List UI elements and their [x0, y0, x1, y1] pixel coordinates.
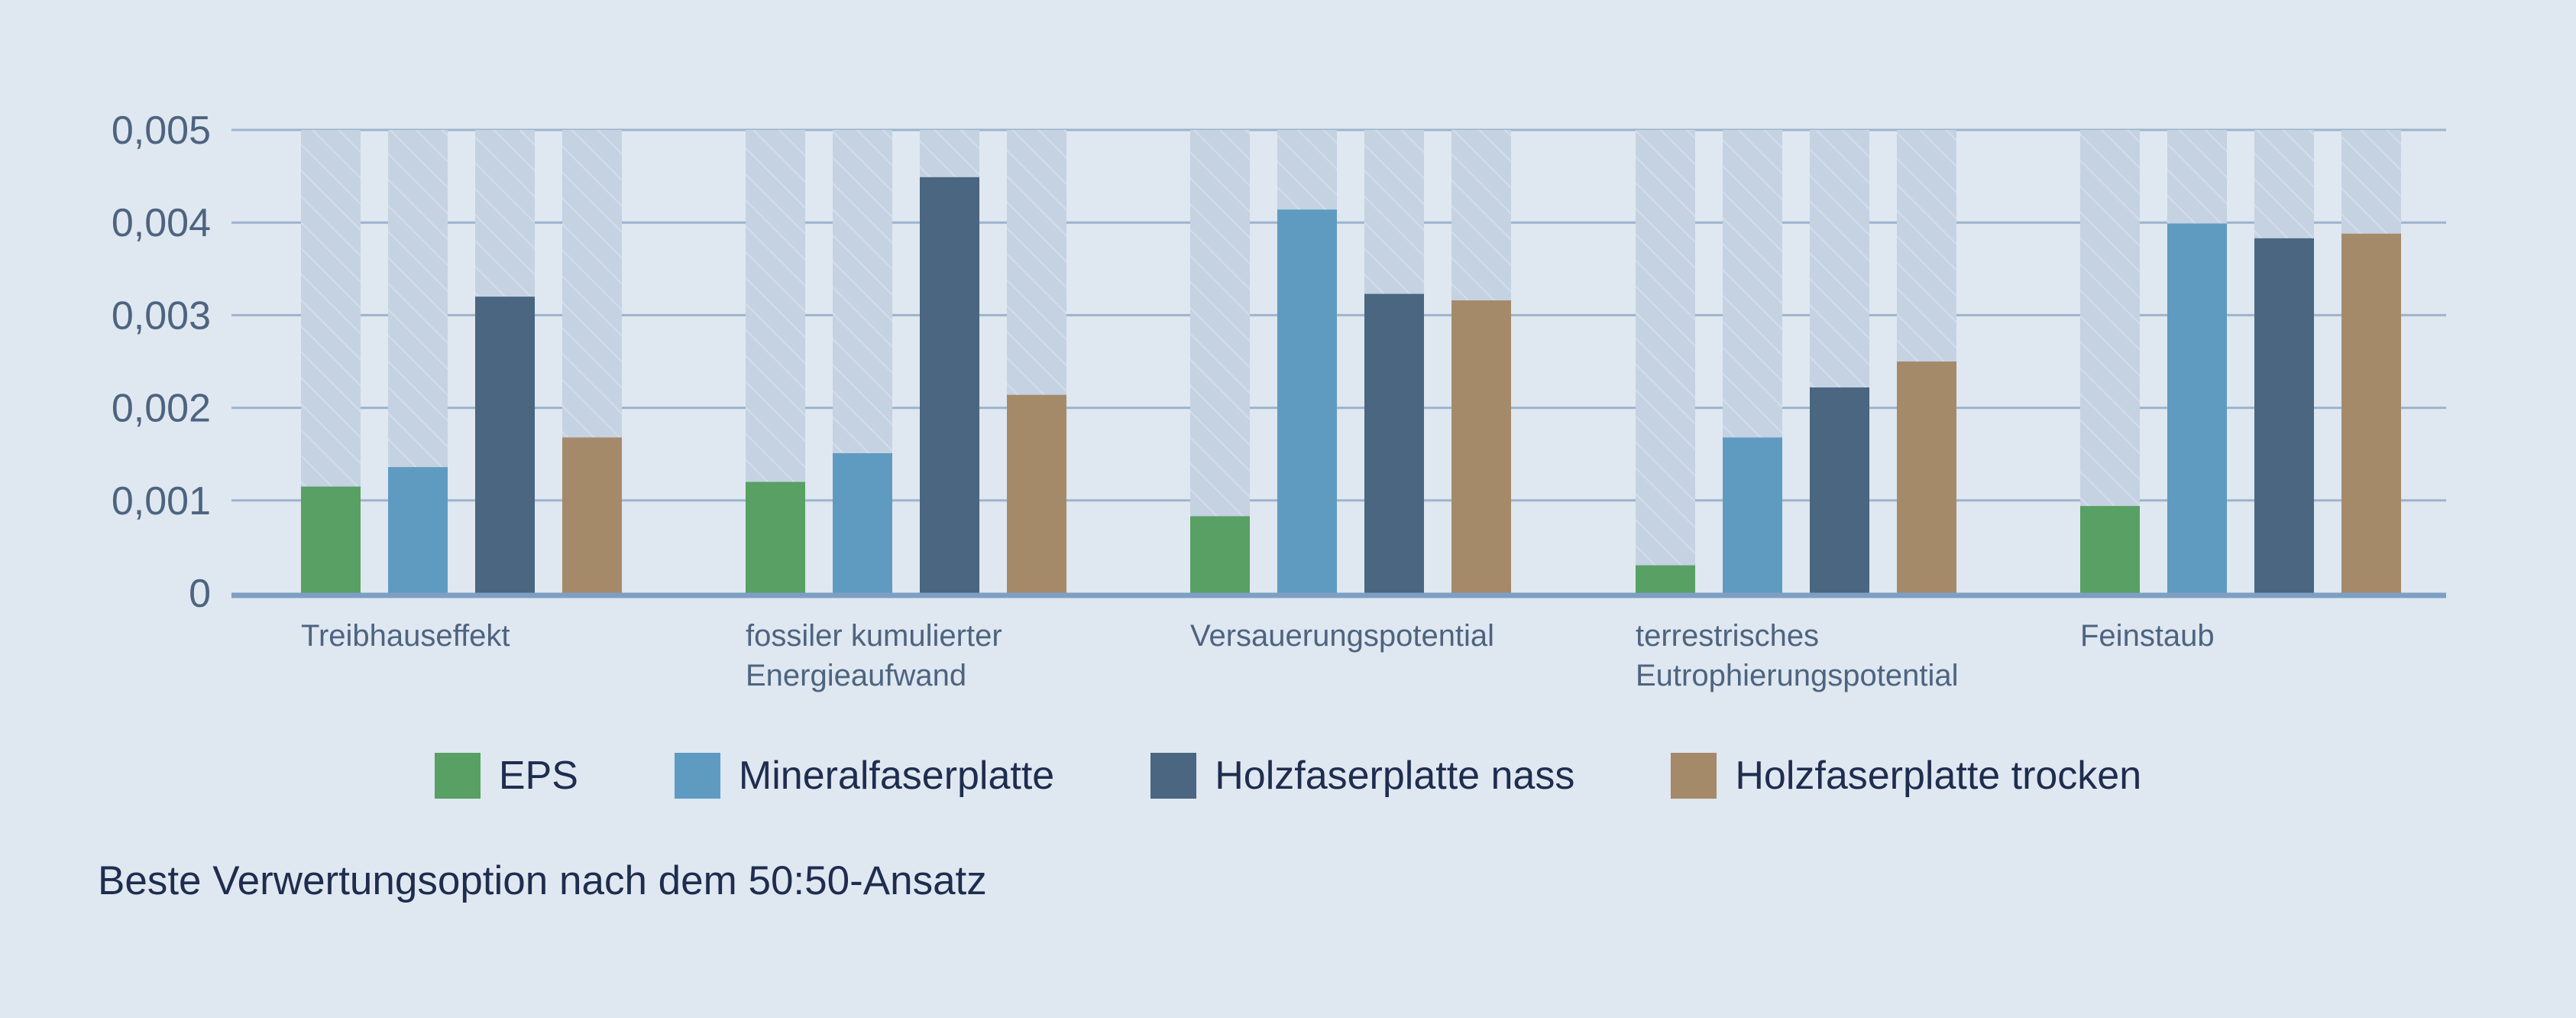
bar [1636, 565, 1695, 593]
legend-swatch-holzfaserplatte-nass [1150, 753, 1197, 799]
bar [301, 486, 361, 593]
axis: 0 0,001 0,002 0,003 0,004 0,005 Treibhauseffek… [112, 109, 2446, 692]
bar [2341, 233, 2401, 593]
footnote: Beste Verwertungsoption nach dem 50:50-A… [98, 858, 987, 903]
background-bar [1190, 130, 1250, 593]
legend-label-mineralfaserplatte: Mineralfaserplatte [738, 754, 1055, 798]
bar [2167, 223, 2227, 593]
y-tick-label: 0,005 [112, 109, 211, 153]
bar [920, 177, 979, 593]
bar [746, 481, 805, 593]
y-tick-label: 0 [189, 572, 211, 616]
bar [1007, 394, 1066, 593]
legend-swatch-eps [434, 753, 481, 799]
x-category-label: Treibhauseffekt [301, 619, 510, 653]
bar [1364, 293, 1424, 593]
legend-label-eps: EPS [498, 754, 578, 798]
chart: 0 0,001 0,002 0,003 0,004 0,005 Treibhauseffek… [112, 109, 2446, 692]
bar [1723, 437, 1782, 593]
y-tick-label: 0,002 [112, 387, 211, 431]
y-tick-label: 0,003 [112, 293, 211, 338]
x-category-label: Versauerungspotential [1190, 619, 1494, 653]
bar [2080, 506, 2140, 593]
legend-label-holzfaserplatte-trocken: Holzfaserplatte trocken [1735, 754, 2142, 798]
background-bar [1636, 130, 1695, 593]
x-category-label: fossiler kumulierter Energieaufwand [746, 619, 1002, 692]
bar [833, 452, 892, 593]
bar [2254, 238, 2314, 593]
bar [1897, 361, 1956, 593]
bar [475, 297, 535, 593]
legend-item-holzfaserplatte-trocken: Holzfaserplatte trocken [1671, 753, 2141, 799]
x-category-label: terrestrisches Eutrophierungspotential [1636, 619, 1959, 692]
bar [388, 467, 448, 593]
x-category-label: Feinstaub [2080, 619, 2215, 653]
bar [1810, 387, 1869, 593]
bar [1190, 516, 1250, 593]
y-tick-label: 0,004 [112, 201, 211, 245]
legend-item-holzfaserplatte-nass: Holzfaserplatte nass [1150, 753, 1574, 799]
y-tick-label: 0,001 [112, 479, 211, 524]
bar [1451, 300, 1511, 593]
bars [301, 177, 2401, 593]
legend-swatch-mineralfaserplatte [674, 753, 720, 799]
legend-item-mineralfaserplatte: Mineralfaserplatte [674, 753, 1055, 799]
legend-label-holzfaserplatte-nass: Holzfaserplatte nass [1215, 754, 1575, 798]
bar [562, 437, 622, 593]
legend-item-eps: EPS [434, 753, 578, 799]
legend: EPS Mineralfaserplatte Holzfaserplatte n… [0, 753, 2576, 799]
bar [1277, 209, 1337, 593]
legend-swatch-holzfaserplatte-trocken [1671, 753, 1717, 799]
